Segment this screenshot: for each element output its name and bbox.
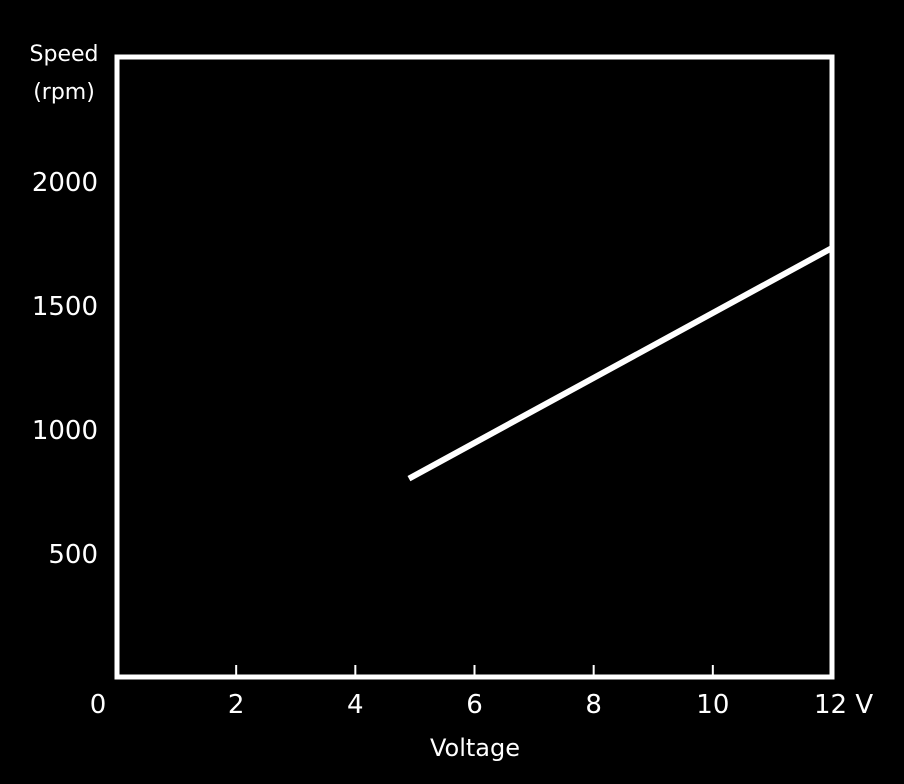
x-tick-label-12: 12 V [814,690,873,720]
x-axis-label: Voltage [430,734,520,762]
y-tick-label-2000: 2000 [32,168,98,198]
x-tick-label-2: 2 [228,690,245,720]
series-layer [407,245,834,482]
plot-frame [114,54,835,680]
y-tick-label-1000: 1000 [32,416,98,446]
y-tick-label-500: 500 [48,540,98,570]
grid-layer [120,179,829,555]
x-tick-layer: 0 2 4 6 8 10 12 V [90,665,873,720]
y-tick-label-1500: 1500 [32,292,98,322]
series-line-0 [407,245,834,482]
y-axis-label-line-1: Speed [30,42,99,67]
x-tick-label-8: 8 [585,690,602,720]
y-tick-layer: 500 1000 1500 2000 [32,168,98,570]
y-axis-label-line-2: (rpm) [33,80,95,105]
x-tick-label-0: 0 [90,690,107,720]
x-tick-label-4: 4 [347,690,364,720]
x-tick-label-6: 6 [466,690,483,720]
x-tick-label-10: 10 [696,690,729,720]
